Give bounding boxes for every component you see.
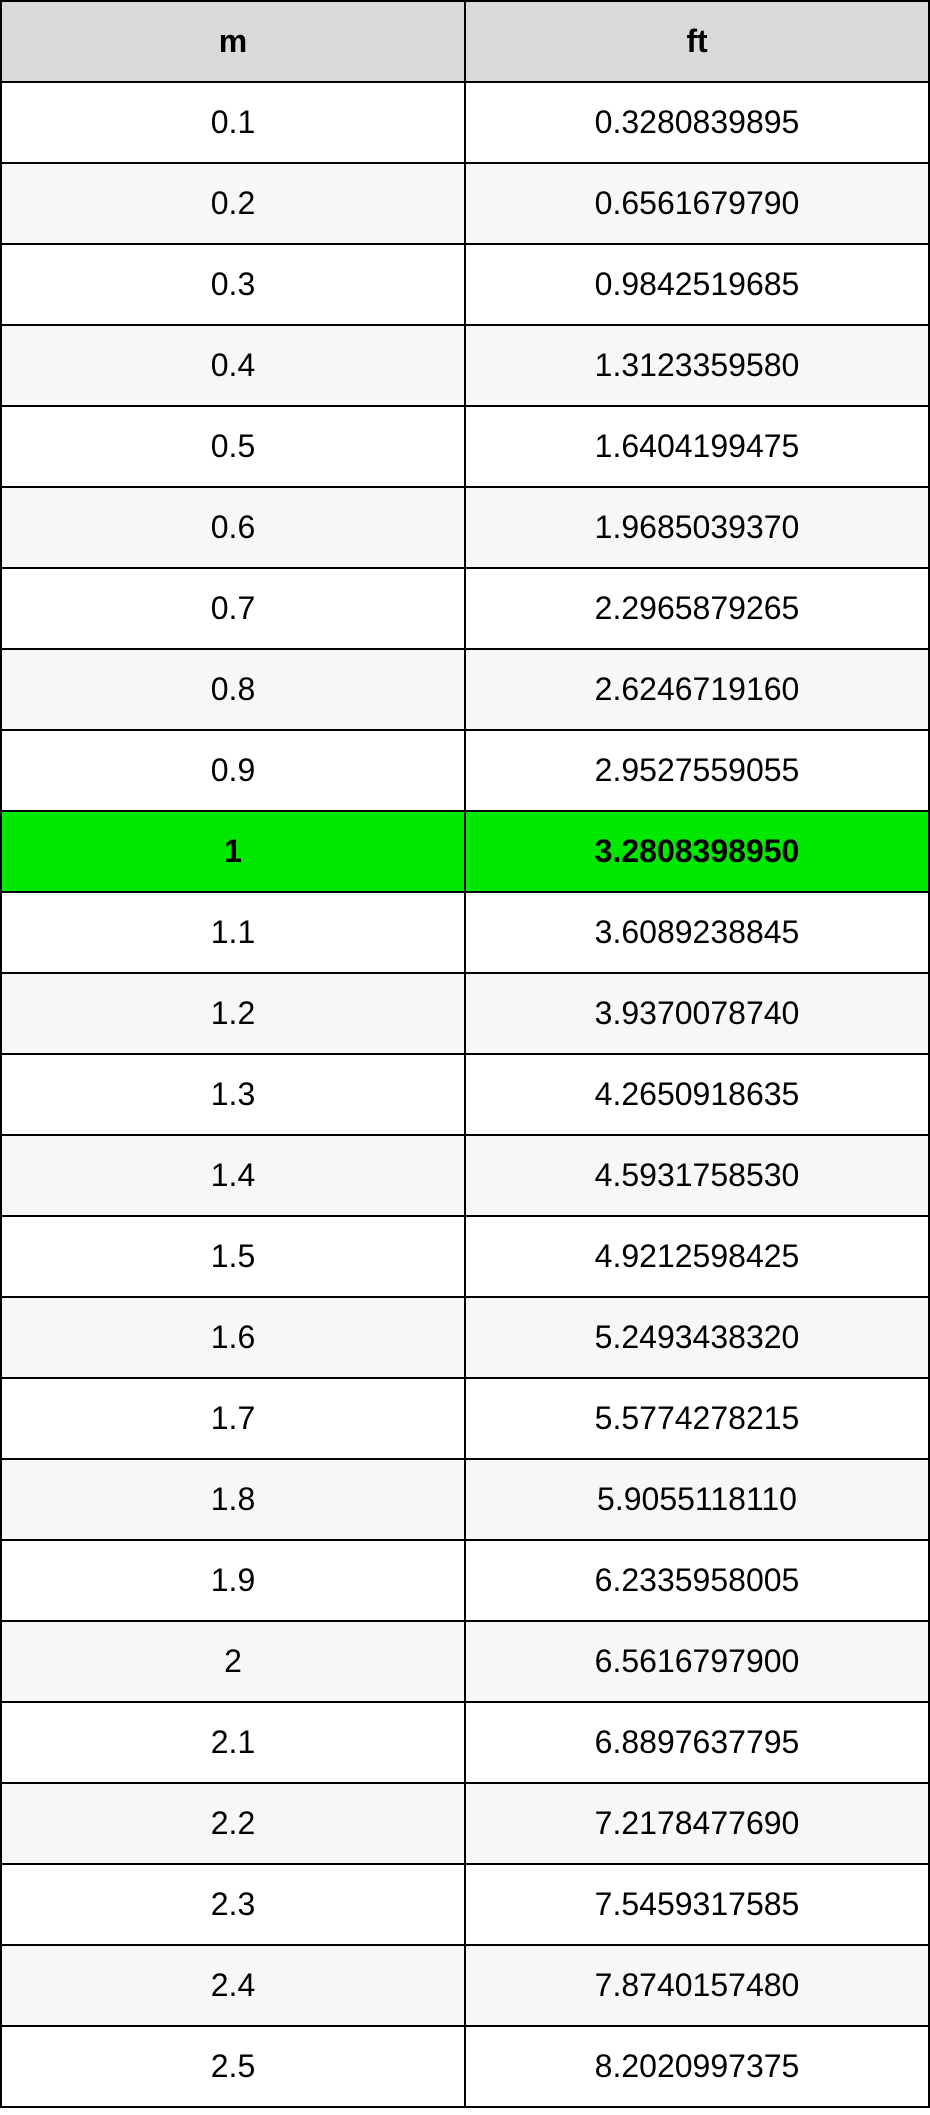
cell-ft: 0.3280839895 — [465, 82, 929, 163]
table-row: 0.82.6246719160 — [1, 649, 929, 730]
header-row: m ft — [1, 1, 929, 82]
cell-m: 0.2 — [1, 163, 465, 244]
cell-m: 2.3 — [1, 1864, 465, 1945]
cell-ft: 3.2808398950 — [465, 811, 929, 892]
cell-m: 1.3 — [1, 1054, 465, 1135]
table-row: 2.16.8897637795 — [1, 1702, 929, 1783]
table-row: 1.23.9370078740 — [1, 973, 929, 1054]
cell-m: 2.5 — [1, 2026, 465, 2107]
table-row: 13.2808398950 — [1, 811, 929, 892]
cell-ft: 6.2335958005 — [465, 1540, 929, 1621]
table-row: 1.75.5774278215 — [1, 1378, 929, 1459]
cell-ft: 1.9685039370 — [465, 487, 929, 568]
cell-m: 0.9 — [1, 730, 465, 811]
cell-m: 2.1 — [1, 1702, 465, 1783]
cell-ft: 0.9842519685 — [465, 244, 929, 325]
cell-m: 0.4 — [1, 325, 465, 406]
cell-m: 1.6 — [1, 1297, 465, 1378]
table-row: 1.96.2335958005 — [1, 1540, 929, 1621]
cell-ft: 5.2493438320 — [465, 1297, 929, 1378]
cell-m: 0.1 — [1, 82, 465, 163]
cell-ft: 3.6089238845 — [465, 892, 929, 973]
table-row: 0.41.3123359580 — [1, 325, 929, 406]
table-row: 2.47.8740157480 — [1, 1945, 929, 2026]
header-m: m — [1, 1, 465, 82]
table-row: 0.72.2965879265 — [1, 568, 929, 649]
cell-m: 0.7 — [1, 568, 465, 649]
cell-ft: 4.9212598425 — [465, 1216, 929, 1297]
cell-ft: 6.5616797900 — [465, 1621, 929, 1702]
table-row: 1.54.9212598425 — [1, 1216, 929, 1297]
cell-m: 0.8 — [1, 649, 465, 730]
table-row: 1.34.2650918635 — [1, 1054, 929, 1135]
cell-ft: 7.2178477690 — [465, 1783, 929, 1864]
cell-m: 1.9 — [1, 1540, 465, 1621]
table-row: 2.37.5459317585 — [1, 1864, 929, 1945]
cell-ft: 8.2020997375 — [465, 2026, 929, 2107]
cell-m: 1.5 — [1, 1216, 465, 1297]
table-row: 2.27.2178477690 — [1, 1783, 929, 1864]
table-row: 1.85.9055118110 — [1, 1459, 929, 1540]
table-row: 1.44.5931758530 — [1, 1135, 929, 1216]
table-row: 1.65.2493438320 — [1, 1297, 929, 1378]
table-row: 0.10.3280839895 — [1, 82, 929, 163]
cell-m: 1.2 — [1, 973, 465, 1054]
table-row: 2.58.2020997375 — [1, 2026, 929, 2107]
cell-ft: 5.9055118110 — [465, 1459, 929, 1540]
cell-m: 0.6 — [1, 487, 465, 568]
cell-ft: 2.9527559055 — [465, 730, 929, 811]
cell-m: 2.2 — [1, 1783, 465, 1864]
cell-ft: 1.6404199475 — [465, 406, 929, 487]
cell-ft: 6.8897637795 — [465, 1702, 929, 1783]
cell-ft: 2.6246719160 — [465, 649, 929, 730]
cell-m: 0.5 — [1, 406, 465, 487]
table-row: 0.30.9842519685 — [1, 244, 929, 325]
table-row: 1.13.6089238845 — [1, 892, 929, 973]
cell-ft: 0.6561679790 — [465, 163, 929, 244]
table-row: 26.5616797900 — [1, 1621, 929, 1702]
cell-ft: 7.8740157480 — [465, 1945, 929, 2026]
conversion-table: m ft 0.10.32808398950.20.65616797900.30.… — [0, 0, 930, 2108]
table-row: 0.20.6561679790 — [1, 163, 929, 244]
table-body: 0.10.32808398950.20.65616797900.30.98425… — [1, 82, 929, 2107]
cell-ft: 4.2650918635 — [465, 1054, 929, 1135]
cell-m: 1.8 — [1, 1459, 465, 1540]
cell-ft: 4.5931758530 — [465, 1135, 929, 1216]
cell-ft: 5.5774278215 — [465, 1378, 929, 1459]
cell-ft: 7.5459317585 — [465, 1864, 929, 1945]
header-ft: ft — [465, 1, 929, 82]
cell-ft: 3.9370078740 — [465, 973, 929, 1054]
cell-m: 1.7 — [1, 1378, 465, 1459]
cell-m: 1.4 — [1, 1135, 465, 1216]
cell-m: 0.3 — [1, 244, 465, 325]
cell-m: 2.4 — [1, 1945, 465, 2026]
cell-ft: 1.3123359580 — [465, 325, 929, 406]
table-row: 0.92.9527559055 — [1, 730, 929, 811]
cell-ft: 2.2965879265 — [465, 568, 929, 649]
cell-m: 1 — [1, 811, 465, 892]
cell-m: 2 — [1, 1621, 465, 1702]
table-row: 0.61.9685039370 — [1, 487, 929, 568]
table-row: 0.51.6404199475 — [1, 406, 929, 487]
cell-m: 1.1 — [1, 892, 465, 973]
